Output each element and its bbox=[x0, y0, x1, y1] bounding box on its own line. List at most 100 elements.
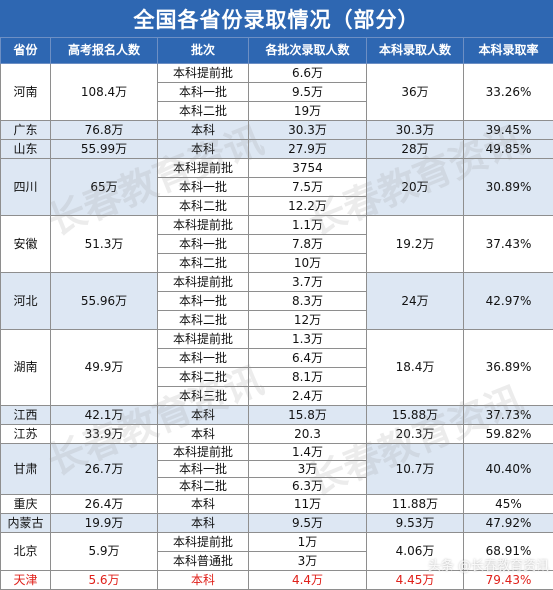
undergrad-admissions-cell: 28万 bbox=[367, 140, 464, 159]
province-cell: 四川 bbox=[1, 159, 51, 216]
batch-admissions-cell: 10万 bbox=[249, 254, 367, 273]
batch-admissions-cell: 6.6万 bbox=[249, 64, 367, 83]
batch-admissions-cell: 12万 bbox=[249, 311, 367, 330]
batch-cell: 本科 bbox=[158, 406, 249, 425]
credit-text: 头条 @长春教育资讯 bbox=[428, 555, 549, 574]
applicants-cell: 51.3万 bbox=[51, 216, 158, 273]
province-cell: 广东 bbox=[1, 121, 51, 140]
undergrad-admissions-cell: 15.88万 bbox=[367, 406, 464, 425]
province-cell: 江西 bbox=[1, 406, 51, 425]
applicants-cell: 19.9万 bbox=[51, 514, 158, 533]
batch-cell: 本科 bbox=[158, 121, 249, 140]
batch-cell: 本科提前批 bbox=[158, 64, 249, 83]
province-cell: 重庆 bbox=[1, 495, 51, 514]
undergrad-admissions-cell: 10.7万 bbox=[367, 444, 464, 495]
batch-admissions-cell: 12.2万 bbox=[249, 197, 367, 216]
batch-admissions-cell: 8.1万 bbox=[249, 368, 367, 387]
province-cell: 甘肃 bbox=[1, 444, 51, 495]
col-header-batch: 批次 bbox=[158, 38, 249, 64]
batch-cell: 本科提前批 bbox=[158, 444, 249, 461]
batch-cell: 本科二批 bbox=[158, 254, 249, 273]
batch-cell: 本科一批 bbox=[158, 235, 249, 254]
undergrad-admissions-cell: 9.53万 bbox=[367, 514, 464, 533]
batch-admissions-cell: 7.5万 bbox=[249, 178, 367, 197]
batch-cell: 本科二批 bbox=[158, 368, 249, 387]
applicants-cell: 76.8万 bbox=[51, 121, 158, 140]
batch-admissions-cell: 30.3万 bbox=[249, 121, 367, 140]
batch-admissions-cell: 1.3万 bbox=[249, 330, 367, 349]
undergrad-rate-cell: 47.92% bbox=[464, 514, 553, 533]
batch-cell: 本科二批 bbox=[158, 478, 249, 495]
province-cell: 北京 bbox=[1, 533, 51, 571]
batch-cell: 本科二批 bbox=[158, 311, 249, 330]
col-header-applicants: 高考报名人数 bbox=[51, 38, 158, 64]
batch-admissions-cell: 1.1万 bbox=[249, 216, 367, 235]
batch-admissions-cell: 9.5万 bbox=[249, 514, 367, 533]
batch-cell: 本科提前批 bbox=[158, 273, 249, 292]
undergrad-admissions-cell: 11.88万 bbox=[367, 495, 464, 514]
batch-cell: 本科一批 bbox=[158, 178, 249, 197]
province-cell: 山东 bbox=[1, 140, 51, 159]
applicants-cell: 55.99万 bbox=[51, 140, 158, 159]
undergrad-rate-cell: 49.85% bbox=[464, 140, 553, 159]
undergrad-admissions-cell: 24万 bbox=[367, 273, 464, 330]
province-cell: 天津 bbox=[1, 571, 51, 590]
applicants-cell: 55.96万 bbox=[51, 273, 158, 330]
undergrad-admissions-cell: 18.4万 bbox=[367, 330, 464, 406]
batch-cell: 本科普通批 bbox=[158, 552, 249, 571]
batch-admissions-cell: 3754 bbox=[249, 159, 367, 178]
applicants-cell: 5.9万 bbox=[51, 533, 158, 571]
batch-cell: 本科二批 bbox=[158, 197, 249, 216]
batch-cell: 本科一批 bbox=[158, 461, 249, 478]
applicants-cell: 65万 bbox=[51, 159, 158, 216]
batch-admissions-cell: 6.4万 bbox=[249, 349, 367, 368]
province-cell: 河南 bbox=[1, 64, 51, 121]
province-cell: 内蒙古 bbox=[1, 514, 51, 533]
batch-admissions-cell: 7.8万 bbox=[249, 235, 367, 254]
undergrad-admissions-cell: 20.3万 bbox=[367, 425, 464, 444]
batch-admissions-cell: 3.7万 bbox=[249, 273, 367, 292]
applicants-cell: 5.6万 bbox=[51, 571, 158, 590]
undergrad-admissions-cell: 36万 bbox=[367, 64, 464, 121]
province-cell: 安徽 bbox=[1, 216, 51, 273]
undergrad-rate-cell: 33.26% bbox=[464, 64, 553, 121]
applicants-cell: 26.4万 bbox=[51, 495, 158, 514]
undergrad-rate-cell: 36.89% bbox=[464, 330, 553, 406]
undergrad-rate-cell: 40.40% bbox=[464, 444, 553, 495]
col-header-undergrad-rate: 本科录取率 bbox=[464, 38, 553, 64]
batch-admissions-cell: 4.4万 bbox=[249, 571, 367, 590]
applicants-cell: 42.1万 bbox=[51, 406, 158, 425]
batch-cell: 本科 bbox=[158, 514, 249, 533]
batch-cell: 本科 bbox=[158, 495, 249, 514]
batch-cell: 本科二批 bbox=[158, 102, 249, 121]
undergrad-admissions-cell: 19.2万 bbox=[367, 216, 464, 273]
batch-cell: 本科 bbox=[158, 425, 249, 444]
undergrad-rate-cell: 42.97% bbox=[464, 273, 553, 330]
table-title: 全国各省份录取情况（部分） bbox=[0, 0, 553, 37]
col-header-province: 省份 bbox=[1, 38, 51, 64]
undergrad-rate-cell: 37.73% bbox=[464, 406, 553, 425]
batch-cell: 本科一批 bbox=[158, 349, 249, 368]
batch-admissions-cell: 9.5万 bbox=[249, 83, 367, 102]
undergrad-rate-cell: 30.89% bbox=[464, 159, 553, 216]
batch-cell: 本科三批 bbox=[158, 387, 249, 406]
province-cell: 江苏 bbox=[1, 425, 51, 444]
batch-admissions-cell: 19万 bbox=[249, 102, 367, 121]
batch-admissions-cell: 6.3万 bbox=[249, 478, 367, 495]
batch-admissions-cell: 15.8万 bbox=[249, 406, 367, 425]
province-cell: 河北 bbox=[1, 273, 51, 330]
batch-cell: 本科提前批 bbox=[158, 533, 249, 552]
